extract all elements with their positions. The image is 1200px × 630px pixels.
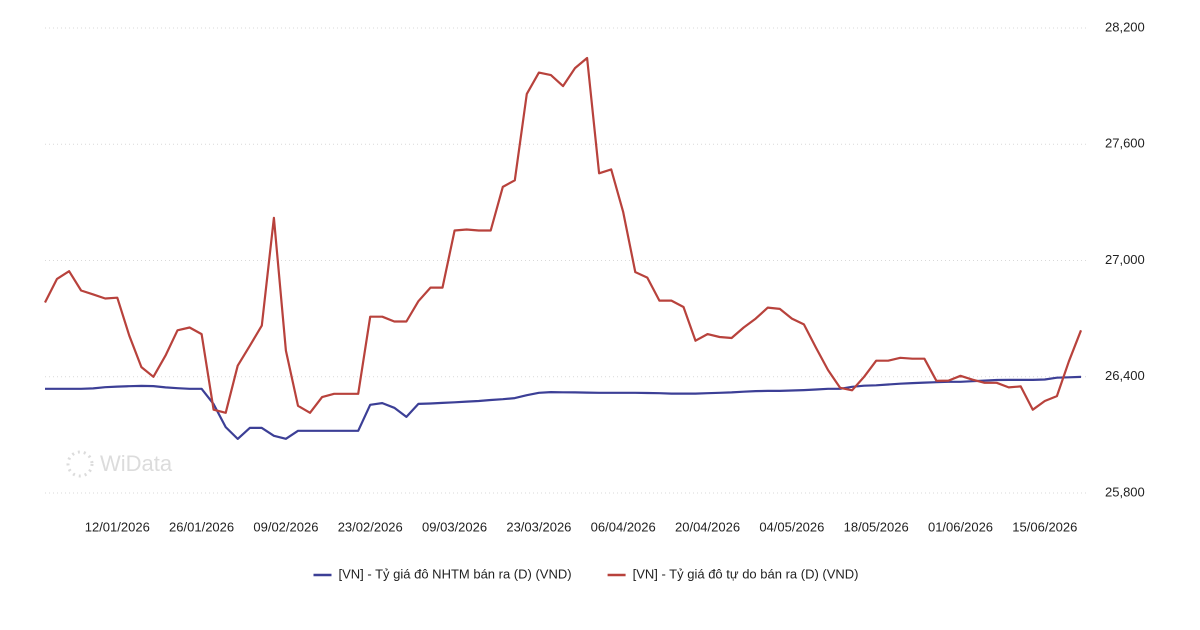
y-tick-label: 25,800 [1105,484,1145,499]
x-tick-label: 23/02/2026 [338,519,403,534]
x-tick-label: 01/06/2026 [928,519,993,534]
x-tick-label: 04/05/2026 [759,519,824,534]
watermark-icon [66,450,94,478]
y-tick-label: 27,000 [1105,252,1145,267]
series-line [45,375,1082,440]
x-tick-label: 06/04/2026 [591,519,656,534]
x-tick-label: 20/04/2026 [675,519,740,534]
x-tick-label: 26/01/2026 [169,519,234,534]
watermark-text: WiData [100,451,173,476]
legend-item: [VN] - Tỷ giá đô tự do bán ra (D) (VND) [607,566,859,581]
legend: [VN] - Tỷ giá đô NHTM bán ra (D) (VND) [V… [313,566,859,581]
series-line [44,56,1083,414]
legend-item: [VN] - Tỷ giá đô NHTM bán ra (D) (VND) [313,566,572,581]
x-tick-label: 15/06/2026 [1012,519,1077,534]
legend-label: [VN] - Tỷ giá đô tự do bán ra (D) (VND) [633,566,859,581]
watermark: WiData [66,450,173,478]
x-tick-label: 12/01/2026 [85,519,150,534]
y-tick-label: 28,200 [1105,19,1145,34]
legend-label: [VN] - Tỷ giá đô NHTM bán ra (D) (VND) [338,566,571,581]
x-tick-label: 23/03/2026 [506,519,571,534]
x-tick-label: 09/02/2026 [253,519,318,534]
y-tick-label: 27,600 [1105,136,1145,151]
x-tick-label: 18/05/2026 [844,519,909,534]
x-tick-label: 09/03/2026 [422,519,487,534]
y-tick-label: 26,400 [1105,368,1145,383]
